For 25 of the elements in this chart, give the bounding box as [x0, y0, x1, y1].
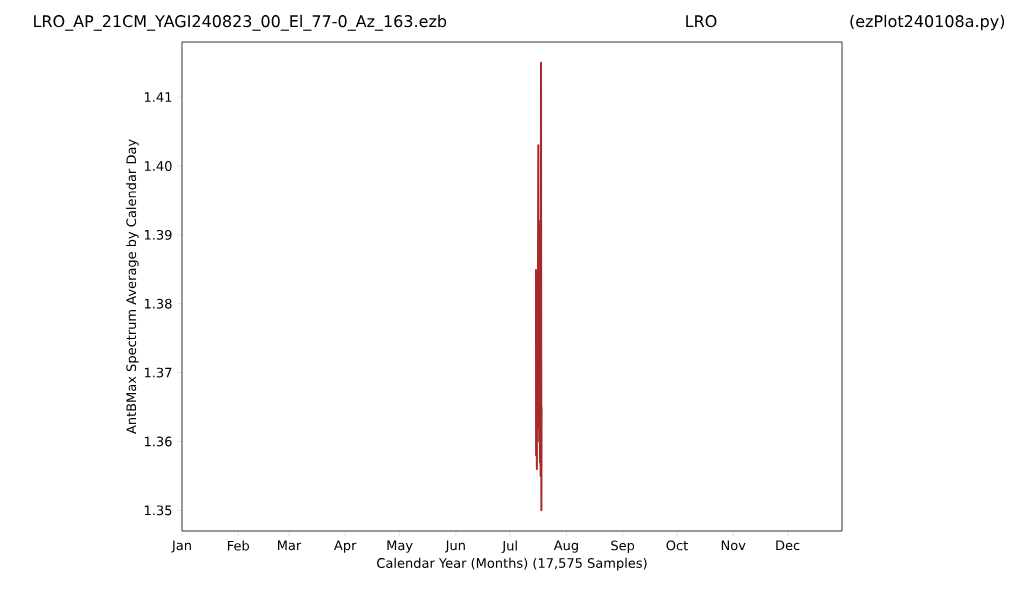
y-tick-label: 1.38 — [144, 298, 172, 309]
x-tick-label: Apr — [334, 540, 357, 553]
x-axis-title: Calendar Year (Months) (17,575 Samples) — [377, 557, 647, 571]
chart-title: LRO_AP_21CM_YAGI240823_00_El_77-0_Az_163.ezb — [34, 14, 447, 31]
y-tick-label: 1.41 — [144, 92, 172, 102]
x-tick-label: Jan — [171, 540, 191, 553]
chart-subtitle: LRO — [686, 15, 717, 28]
x-tick-label: Nov — [721, 540, 746, 551]
text: (ezPlot240108a.py) — [850, 14, 1005, 31]
x-tick-label: Jul — [501, 540, 517, 554]
x-tick-label: Mar — [277, 540, 302, 551]
x-tick-label: Dec — [776, 540, 800, 551]
line-series — [534, 61, 543, 512]
y-tick-label: 1.35 — [144, 505, 172, 516]
x-tick-label: Jun — [444, 540, 465, 553]
y-tick-label: 1.39 — [144, 229, 172, 240]
y-tick-label: 1.40 — [144, 161, 172, 171]
x-tick-label: Feb — [227, 540, 250, 551]
x-tick-label: Oct — [666, 540, 688, 551]
y-tick-label: 1.36 — [144, 436, 172, 447]
x-tick-label: Sep — [611, 540, 635, 553]
x-tick-label: Aug — [553, 540, 578, 553]
y-tick-label: 1.37 — [144, 367, 172, 378]
x-tick-label: May — [387, 540, 413, 553]
y-axis-title: AntBMax Spectrum Average by Calendar Day — [126, 139, 139, 434]
